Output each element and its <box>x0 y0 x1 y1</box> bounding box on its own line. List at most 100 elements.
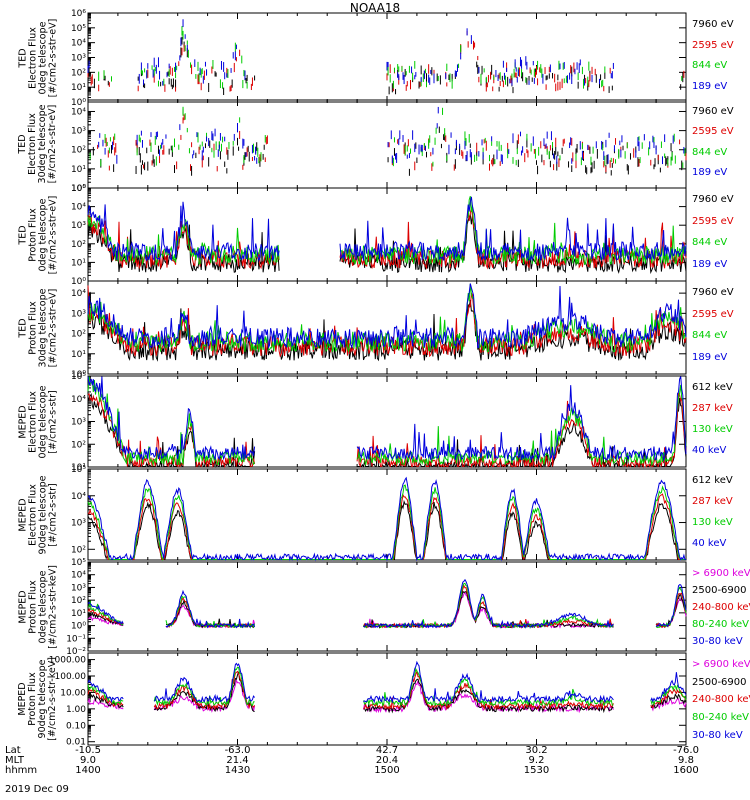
flux-trace <box>87 679 687 714</box>
footer-label-mlt: MLT <box>5 755 24 766</box>
y-tick-label: 10³ <box>71 127 86 137</box>
y-tick-label: 10² <box>71 146 86 156</box>
panel-ytitle-line: Proton Flux <box>27 207 38 262</box>
legend-entry: 130 keV <box>692 517 733 529</box>
y-tick-label: 10⁴ <box>71 571 86 581</box>
legend-entry: 189 eV <box>692 167 728 179</box>
legend-entry: 189 eV <box>692 258 728 270</box>
legend-entry: > 6900 keV <box>692 659 750 670</box>
panel-ytitle-line: [#/cm2-s-str] <box>47 389 58 454</box>
series-3 <box>87 283 687 350</box>
legend-entry: 2595 eV <box>692 308 734 320</box>
y-tick-label: 10⁶ <box>71 9 86 19</box>
x-tick-label-mlt: 9.2 <box>529 755 545 766</box>
flux-trace <box>87 499 686 560</box>
y-tick-label: 10⁴ <box>71 107 86 117</box>
panel-ytitle-line: [#/cm2-s-str-keV] <box>47 657 58 741</box>
y-tick-label: 10¹ <box>71 83 86 93</box>
flux-trace <box>87 660 687 704</box>
y-tick-label: 10⁵ <box>71 24 86 34</box>
footer-label-hhmm: hhmm <box>5 765 38 776</box>
y-tick-label: 10.00 <box>60 688 86 698</box>
x-tick-label-mlt: 9.8 <box>678 755 694 766</box>
y-tick-label: 10⁻² <box>66 647 86 657</box>
y-tick-label: 0.10 <box>66 721 86 731</box>
x-tick-label-mlt: 21.4 <box>226 755 248 766</box>
legend-entry: 2500-6900 <box>692 585 747 597</box>
x-tick-label-hhmm: 1600 <box>673 765 698 776</box>
panel-ytitle-line: [#/cm2-s-str] <box>47 482 58 547</box>
series-2 <box>87 484 686 562</box>
series-3 <box>87 376 687 462</box>
y-tick-label: 10⁰ <box>71 98 86 108</box>
y-tick-label: 100.00 <box>55 672 87 682</box>
panel-ytitle-line: [#/cm2-s-str-eV] <box>47 18 58 97</box>
panel-ytitle: MEPED Electron Flux 0deg telescope [#/cm2-s… <box>17 376 58 467</box>
y-tick-label: 10⁴ <box>71 39 86 49</box>
legend-entry: 844 eV <box>692 330 728 342</box>
flux-trace <box>87 484 686 562</box>
y-tick-label: 10² <box>71 240 86 250</box>
series-2 <box>89 106 686 168</box>
y-tick-label: 10³ <box>71 583 86 593</box>
series-1 <box>87 493 686 560</box>
x-tick-label-hhmm: 1430 <box>225 765 250 776</box>
x-tick-label-mlt: 20.4 <box>376 755 398 766</box>
legend-entry: 612 keV <box>692 382 733 393</box>
panel-ytitle-line: MEPED <box>17 404 28 439</box>
panel-ytitle-line: Proton Flux <box>27 300 38 355</box>
panel-frame <box>87 468 687 561</box>
series-3 <box>98 106 685 165</box>
legend-entry: 287 keV <box>692 403 733 415</box>
legend-entry: 7960 eV <box>692 194 734 205</box>
flux-trace <box>88 671 687 714</box>
y-tick-label: 10⁴ <box>71 492 86 502</box>
series-0 <box>88 36 687 95</box>
legend-entry: 2500-6900 <box>692 676 747 688</box>
legend-entry: 7960 eV <box>692 106 734 117</box>
panel-ytitle-line: [#/cm2-s-str-eV] <box>47 288 58 367</box>
legend-entry: 80-240 keV <box>692 712 750 724</box>
legend-entry: 240-800 keV <box>692 602 750 614</box>
panel-ytitle-line: [#/cm2-s-str-keV] <box>47 564 58 649</box>
legend-entry: 7960 eV <box>692 19 734 30</box>
y-tick-label: 1000.00 <box>49 656 86 666</box>
legend-entry: 30-80 keV <box>692 729 743 741</box>
legend-entry: 612 keV <box>692 475 733 486</box>
panel-ytitle-line: Proton Flux <box>27 579 38 634</box>
y-tick-label: 10² <box>71 330 86 340</box>
y-tick-label: 10¹ <box>71 463 86 473</box>
panel-ytitle-line: TED <box>17 47 28 68</box>
legend-entry: > 6900 keV <box>692 568 750 579</box>
panel-ytitle-line: 0deg telescope <box>37 21 48 94</box>
date-label: 2019 Dec 09 <box>5 784 69 795</box>
y-tick-label: 10⁵ <box>71 372 86 382</box>
y-tick-label: 10⁰ <box>71 184 86 194</box>
panel-ytitle-line: Electron Flux <box>27 390 38 453</box>
panel-ytitle-line: TED <box>17 224 28 245</box>
y-tick-label: 10⁵ <box>71 558 86 568</box>
legend-entry: 40 keV <box>692 445 727 457</box>
y-tick-label: 10¹ <box>71 165 86 175</box>
series-0 <box>92 108 687 176</box>
panel-ytitle-line: 30deg telescope <box>37 288 48 367</box>
panel-frame <box>87 12 687 103</box>
series-0 <box>87 679 687 714</box>
y-tick-label: 10³ <box>71 418 86 428</box>
legend-entry: 844 eV <box>692 146 728 158</box>
panel-ytitle: TED Proton Flux 30deg telescope [#/cm2-s-st… <box>17 281 58 374</box>
panel-ytitle-line: 0deg telescope <box>37 385 48 458</box>
flux-trace <box>87 476 686 562</box>
legend-entry: 240-800 keV <box>692 694 750 706</box>
panel-ytitle-line: 0deg telescope <box>37 570 48 643</box>
y-tick-label: 10⁰ <box>71 277 86 287</box>
legend-entry: 2595 eV <box>692 39 734 51</box>
y-tick-label: 10¹ <box>71 350 86 360</box>
series-2 <box>87 283 687 353</box>
panel-ytitle-line: [#/cm2-s-str-eV] <box>47 104 58 184</box>
series-2 <box>87 196 687 267</box>
legend-entry: 844 eV <box>692 237 728 249</box>
series-1 <box>97 114 687 173</box>
legend-entry: 2595 eV <box>692 126 734 138</box>
